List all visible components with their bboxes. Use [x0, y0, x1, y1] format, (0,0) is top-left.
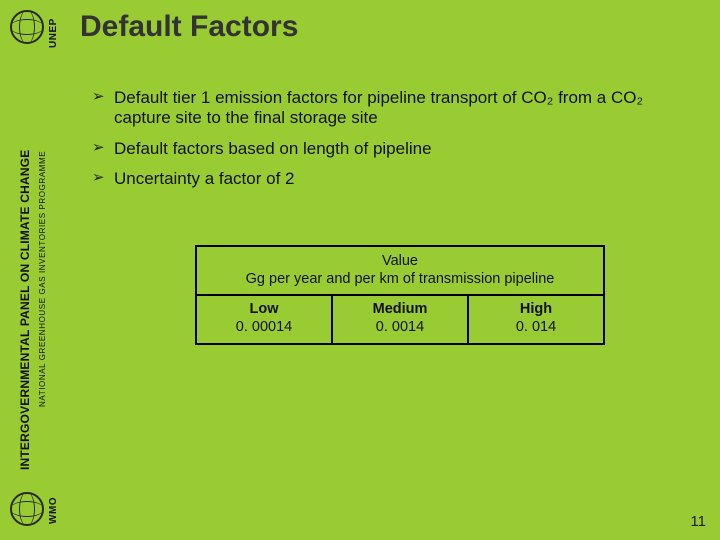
table-cell-low: Low 0. 00014 [197, 296, 331, 342]
col-label: High [471, 300, 601, 318]
table-cell-medium: Medium 0. 0014 [331, 296, 467, 342]
table-header: Value Gg per year and per km of transmis… [197, 247, 603, 294]
col-label: Medium [335, 300, 465, 318]
left-rail: UNEP INTERGOVERNMENTAL PANEL ON CLIMATE … [0, 0, 62, 540]
col-value: 0. 00014 [236, 319, 292, 335]
factors-table: Value Gg per year and per km of transmis… [195, 245, 605, 345]
nghgip-label: NATIONAL GREENHOUSE GAS INVENTORIES PROG… [38, 151, 47, 407]
unep-label: UNEP [48, 18, 59, 48]
bullet-item: Uncertainty a factor of 2 [92, 169, 682, 189]
col-value: 0. 0014 [376, 319, 424, 335]
wmo-label: WMO [48, 497, 59, 524]
unep-globe-icon [10, 10, 44, 44]
col-label: Low [199, 300, 329, 318]
table-header-line2: Gg per year and per km of transmission p… [246, 271, 555, 287]
bullet-list: Default tier 1 emission factors for pipe… [92, 88, 682, 200]
bullet-item: Default tier 1 emission factors for pipe… [92, 88, 682, 129]
table-row: Low 0. 00014 Medium 0. 0014 High 0. 014 [197, 294, 603, 342]
wmo-globe-icon [10, 492, 44, 526]
page-number: 11 [690, 513, 706, 530]
slide-title: Default Factors [80, 10, 298, 44]
bullet-item: Default factors based on length of pipel… [92, 139, 682, 159]
table-cell-high: High 0. 014 [467, 296, 603, 342]
col-value: 0. 014 [516, 319, 556, 335]
table-header-line1: Value [382, 253, 418, 269]
ipcc-label: INTERGOVERNMENTAL PANEL ON CLIMATE CHANG… [18, 150, 32, 470]
